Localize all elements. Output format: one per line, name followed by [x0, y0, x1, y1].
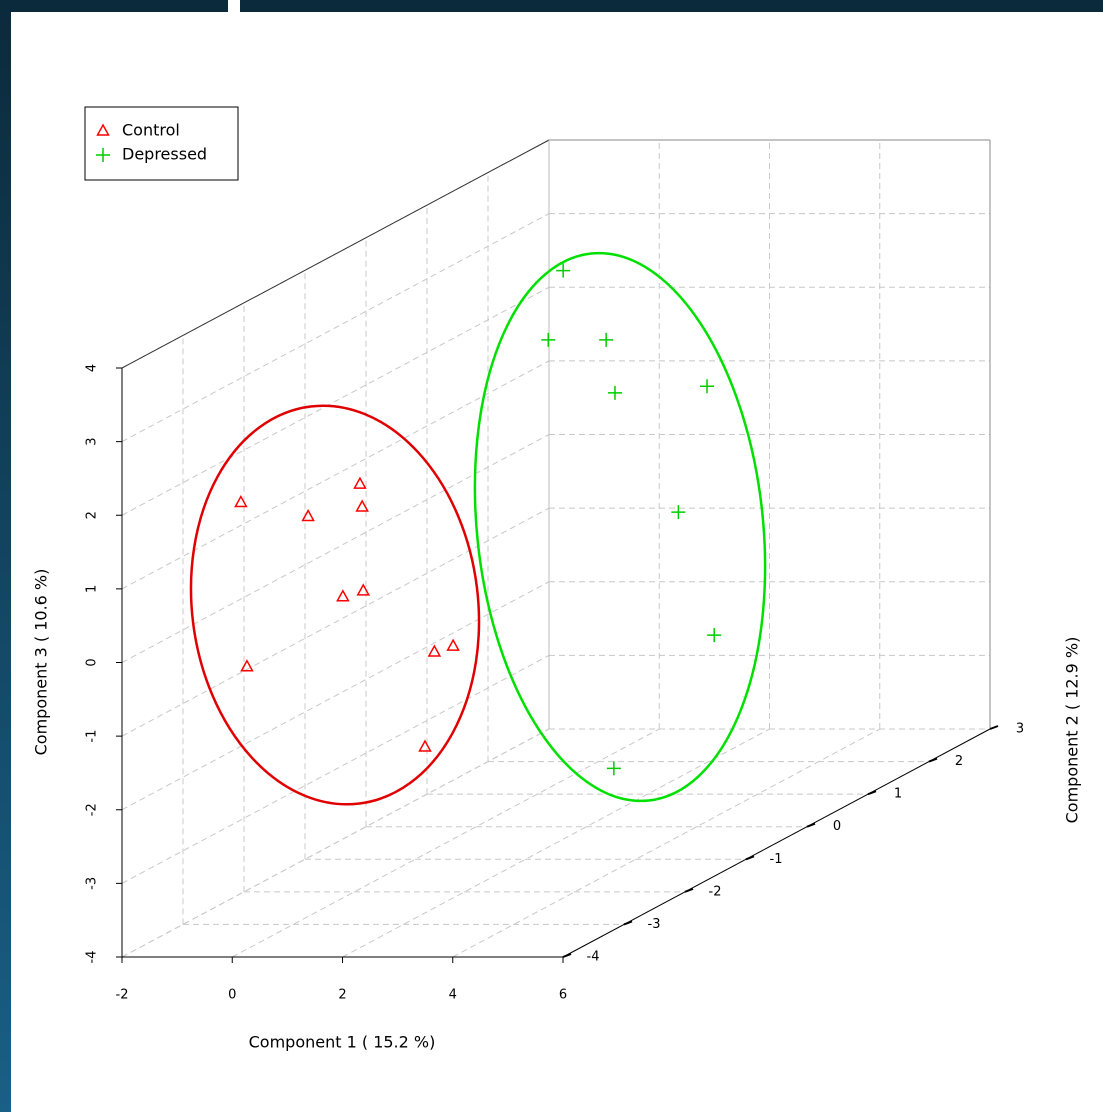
z-axis-title: Component 3 ( 10.6 %) [32, 569, 51, 756]
z-tick-label: -2 [85, 803, 100, 816]
point [353, 476, 367, 489]
z-tick-label: -3 [85, 877, 100, 890]
y-tick-label: -2 [709, 884, 722, 899]
z-tick-label: -1 [85, 730, 100, 743]
grid-line [232, 728, 660, 958]
confidence-ellipse [189, 404, 481, 806]
z-tick-label: 3 [85, 437, 100, 445]
y-tick-label: -1 [770, 852, 783, 867]
legend-marker [96, 123, 110, 136]
x-axis-title: Component 1 ( 15.2 %) [249, 1033, 436, 1052]
point [671, 505, 686, 520]
point [301, 508, 315, 522]
x-tick-label: 2 [338, 988, 346, 1003]
y-tick-label: 0 [833, 819, 841, 834]
window-edge [0, 0, 228, 12]
x-tick-label: 4 [449, 988, 457, 1003]
y-tick-label: 1 [894, 787, 902, 802]
y-tick-label: -3 [648, 917, 661, 932]
point [234, 495, 248, 508]
y-tick-label: -4 [587, 950, 600, 965]
z-tick-label: 1 [85, 585, 100, 593]
y-tick [928, 757, 938, 763]
x-tick-label: 0 [228, 988, 236, 1003]
window-edge [240, 0, 1103, 12]
window-edge [0, 0, 11, 1112]
point [356, 583, 371, 596]
point [541, 332, 556, 347]
point [707, 628, 722, 643]
legend-marker [96, 148, 110, 162]
grid-line [121, 654, 550, 884]
y-tick-label: 2 [955, 754, 963, 769]
chart: -2 0 2 4 6 -4 -3 -2 -1 0 1 2 3 4 -4 -3 -2 -1 0 1 2 3 [85, 139, 1024, 1003]
point [240, 659, 254, 672]
z-tick-label: 0 [85, 658, 100, 666]
grid-line [452, 728, 880, 958]
y-tick-label: 3 [1016, 722, 1024, 737]
grid-line [342, 728, 770, 958]
legend: Control Depressed [84, 106, 239, 181]
box-edge [121, 139, 550, 369]
y-tick [745, 855, 755, 861]
grid-line [121, 728, 550, 958]
point [446, 638, 460, 651]
grid-line [121, 286, 550, 516]
confidence-ellipse [473, 251, 767, 803]
legend-box [84, 106, 239, 181]
z-tick-label: 4 [85, 364, 100, 372]
legend-text: Depressed [122, 145, 207, 164]
axis-line [562, 728, 991, 958]
y-tick [867, 790, 877, 796]
z-tick-label: 2 [85, 511, 100, 519]
y-tick [989, 725, 999, 730]
grid-line [121, 213, 550, 443]
point [427, 644, 442, 657]
x-tick-label: -2 [116, 988, 129, 1003]
z-tick-label: -4 [85, 951, 100, 964]
point [418, 739, 432, 752]
point [599, 332, 614, 347]
y-tick [684, 887, 694, 893]
y-tick [562, 953, 572, 958]
y-axis-title: Component 2 ( 12.9 %) [1063, 637, 1082, 824]
y-tick [623, 920, 633, 926]
x-tick-label: 6 [559, 988, 567, 1003]
point [336, 589, 350, 602]
y-tick [806, 822, 816, 828]
point [355, 499, 369, 512]
point [556, 263, 571, 278]
point [700, 379, 715, 394]
point [606, 761, 621, 776]
legend-text: Control [122, 121, 180, 140]
point [607, 385, 622, 400]
